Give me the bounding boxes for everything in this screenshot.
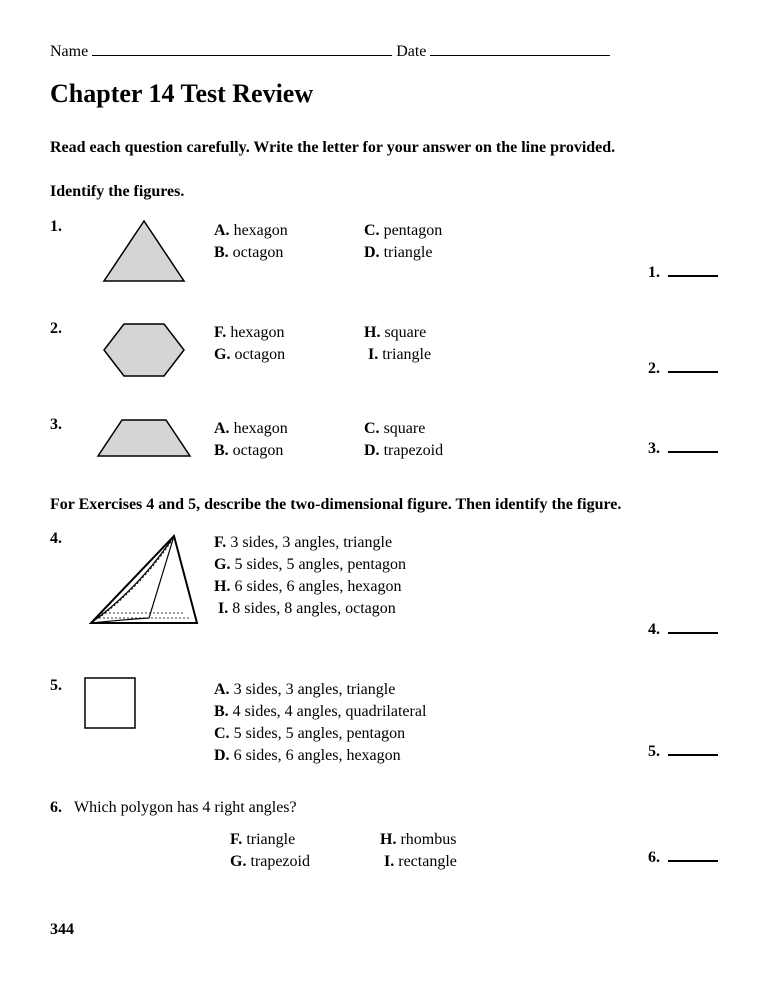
date-input-blank[interactable] (430, 40, 610, 56)
q6-choice-f: F. triangle (230, 831, 360, 849)
q2-choice-f: F. hexagon (214, 324, 344, 342)
q6-question-text: Which polygon has 4 right angles? (74, 797, 718, 817)
q4-answer-blank[interactable]: 4. (648, 618, 718, 639)
q4-choices: F. 3 sides, 3 angles, triangle G. 5 side… (214, 528, 406, 618)
q2-figure (74, 318, 214, 382)
q2-choice-g: G. octagon (214, 346, 344, 364)
q4-figure (74, 528, 214, 643)
page-title: Chapter 14 Test Review (50, 79, 718, 109)
q5-choice-b: B. 4 sides, 4 angles, quadrilateral (214, 703, 426, 721)
name-label: Name (50, 43, 88, 61)
q6-choice-g: G. trapezoid (230, 853, 360, 871)
q4-choice-f: F. 3 sides, 3 angles, triangle (214, 534, 406, 552)
question-6: 6. Which polygon has 4 right angles? F. … (50, 797, 718, 871)
q4-choice-g: G. 5 sides, 5 angles, pentagon (214, 556, 406, 574)
q5-choices: A. 3 sides, 3 angles, triangle B. 4 side… (214, 675, 426, 765)
q5-number: 5. (50, 675, 74, 695)
q5-choice-a: A. 3 sides, 3 angles, triangle (214, 681, 426, 699)
q3-choices: A. hexagon B. octagon C. square D. trape… (214, 414, 718, 460)
q1-figure (74, 216, 214, 286)
q1-choice-a: A. hexagon (214, 222, 344, 240)
date-label: Date (396, 43, 426, 61)
q5-choice-c: C. 5 sides, 5 angles, pentagon (214, 725, 426, 743)
q3-figure (74, 414, 214, 462)
q1-choice-b: B. octagon (214, 244, 344, 262)
triangle-icon (99, 216, 189, 286)
q3-choice-a: A. hexagon (214, 420, 344, 438)
q2-choice-i: I. triangle (364, 346, 494, 364)
q3-choice-c: C. square (364, 420, 494, 438)
question-4: 4. F. 3 sides, 3 angles, triangle G. 5 s… (50, 528, 718, 643)
trapezoid-icon (94, 414, 194, 462)
q6-number: 6. (50, 797, 74, 817)
q2-choice-h: H. square (364, 324, 494, 342)
page-number: 344 (50, 921, 718, 939)
q6-choice-h: H. rhombus (380, 831, 510, 849)
q2-number: 2. (50, 318, 74, 338)
q1-answer-blank[interactable]: 1. (648, 261, 718, 282)
q6-choices: F. triangle G. trapezoid H. rhombus I. r… (230, 831, 718, 871)
q1-number: 1. (50, 216, 74, 236)
q5-choice-d: D. 6 sides, 6 angles, hexagon (214, 747, 426, 765)
name-input-blank[interactable] (92, 40, 392, 56)
question-1: 1. A. hexagon B. octagon C. pentagon D. … (50, 216, 718, 286)
q5-figure (74, 675, 214, 731)
hexagon-icon (99, 318, 189, 382)
q1-choice-d: D. triangle (364, 244, 494, 262)
section-1-heading: Identify the figures. (50, 181, 718, 203)
q4-choice-h: H. 6 sides, 6 angles, hexagon (214, 578, 406, 596)
header-name-date: Name Date (50, 40, 718, 61)
q3-answer-blank[interactable]: 3. (648, 437, 718, 458)
q4-choice-i: I. 8 sides, 8 angles, octagon (214, 600, 406, 618)
q2-answer-blank[interactable]: 2. (648, 357, 718, 378)
q2-choices: F. hexagon G. octagon H. square I. trian… (214, 318, 718, 364)
question-3: 3. A. hexagon B. octagon C. square D. tr… (50, 414, 718, 462)
q4-number: 4. (50, 528, 74, 548)
question-2: 2. F. hexagon G. octagon H. square I. tr… (50, 318, 718, 382)
question-5: 5. A. 3 sides, 3 angles, triangle B. 4 s… (50, 675, 718, 765)
instructions: Read each question carefully. Write the … (50, 137, 718, 159)
q1-choices: A. hexagon B. octagon C. pentagon D. tri… (214, 216, 718, 262)
q5-answer-blank[interactable]: 5. (648, 740, 718, 761)
q6-choice-i: I. rectangle (380, 853, 510, 871)
q3-number: 3. (50, 414, 74, 434)
q3-choice-d: D. trapezoid (364, 442, 494, 460)
q6-answer-blank[interactable]: 6. (648, 846, 718, 867)
q1-choice-c: C. pentagon (364, 222, 494, 240)
q3-choice-b: B. octagon (214, 442, 344, 460)
section-2-heading: For Exercises 4 and 5, describe the two-… (50, 494, 718, 516)
napkin-triangle-icon (79, 528, 209, 643)
square-icon (82, 675, 138, 731)
